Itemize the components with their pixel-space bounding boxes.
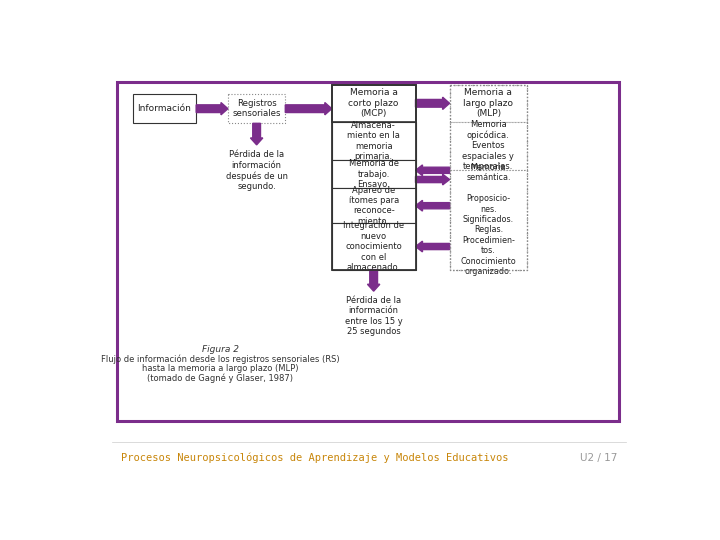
Text: Procesos Neuropsicológicos de Aprendizaje y Modelos Educativos: Procesos Neuropsicológicos de Aprendizaj… (121, 453, 508, 463)
Bar (332, 188, 415, 224)
Text: Figura 2: Figura 2 (202, 345, 239, 354)
Polygon shape (415, 97, 449, 110)
Text: U2 / 17: U2 / 17 (580, 453, 617, 462)
Bar (332, 85, 415, 122)
Text: Memoria de
trabajo.
Ensayo.: Memoria de trabajo. Ensayo. (348, 159, 399, 189)
Bar (117, 82, 619, 421)
Text: Flujo de información desde los registros sensoriales (RS): Flujo de información desde los registros… (101, 355, 340, 365)
Bar (332, 224, 415, 269)
Text: Memoria a
largo plazo
(MLP): Memoria a largo plazo (MLP) (464, 89, 513, 118)
Text: Pérdida de la
información
entre los 15 y
25 segundos: Pérdida de la información entre los 15 y… (345, 296, 402, 336)
Text: Registros
sensoriales: Registros sensoriales (233, 99, 281, 118)
Bar (132, 94, 196, 123)
Text: Integración de
nuevo
conocimiento
con el
almacenado.: Integración de nuevo conocimiento con el… (343, 221, 404, 272)
Bar (332, 85, 415, 269)
Bar (332, 160, 415, 188)
Text: Pérdida de la
información
después de un
segundo.: Pérdida de la información después de un … (225, 150, 287, 191)
Polygon shape (251, 123, 263, 145)
Text: Almacena-
miento en la
memoria
primaria.: Almacena- miento en la memoria primaria. (347, 121, 400, 161)
Polygon shape (285, 103, 332, 115)
Text: Apareo de
ítomes para
reconoce-
miento.: Apareo de ítomes para reconoce- miento. (348, 186, 399, 226)
Bar (449, 85, 527, 269)
Text: Memoria
semántica.

Proposicio-
nes.
Significados.
Reglas.
Procedimien-
tos.
Con: Memoria semántica. Proposicio- nes. Sign… (461, 163, 516, 276)
Text: Información: Información (138, 104, 192, 113)
Text: Memoria
opicódica.
Eventos
espaciales y
temporales.: Memoria opicódica. Eventos espaciales y … (462, 120, 514, 171)
Polygon shape (367, 269, 380, 291)
Polygon shape (415, 174, 449, 185)
Text: Memoria a
corto plazo
(MCP): Memoria a corto plazo (MCP) (348, 89, 399, 118)
Polygon shape (415, 200, 449, 211)
Polygon shape (415, 165, 449, 176)
Bar (228, 94, 285, 123)
Bar (449, 170, 527, 269)
Polygon shape (415, 241, 449, 252)
Bar (332, 122, 415, 160)
Polygon shape (196, 103, 228, 115)
Text: (tomado de Gagné y Glaser, 1987): (tomado de Gagné y Glaser, 1987) (147, 374, 293, 383)
Text: hasta la memoria a largo plazo (MLP): hasta la memoria a largo plazo (MLP) (142, 364, 299, 374)
Bar (449, 122, 527, 170)
Bar (449, 85, 527, 122)
